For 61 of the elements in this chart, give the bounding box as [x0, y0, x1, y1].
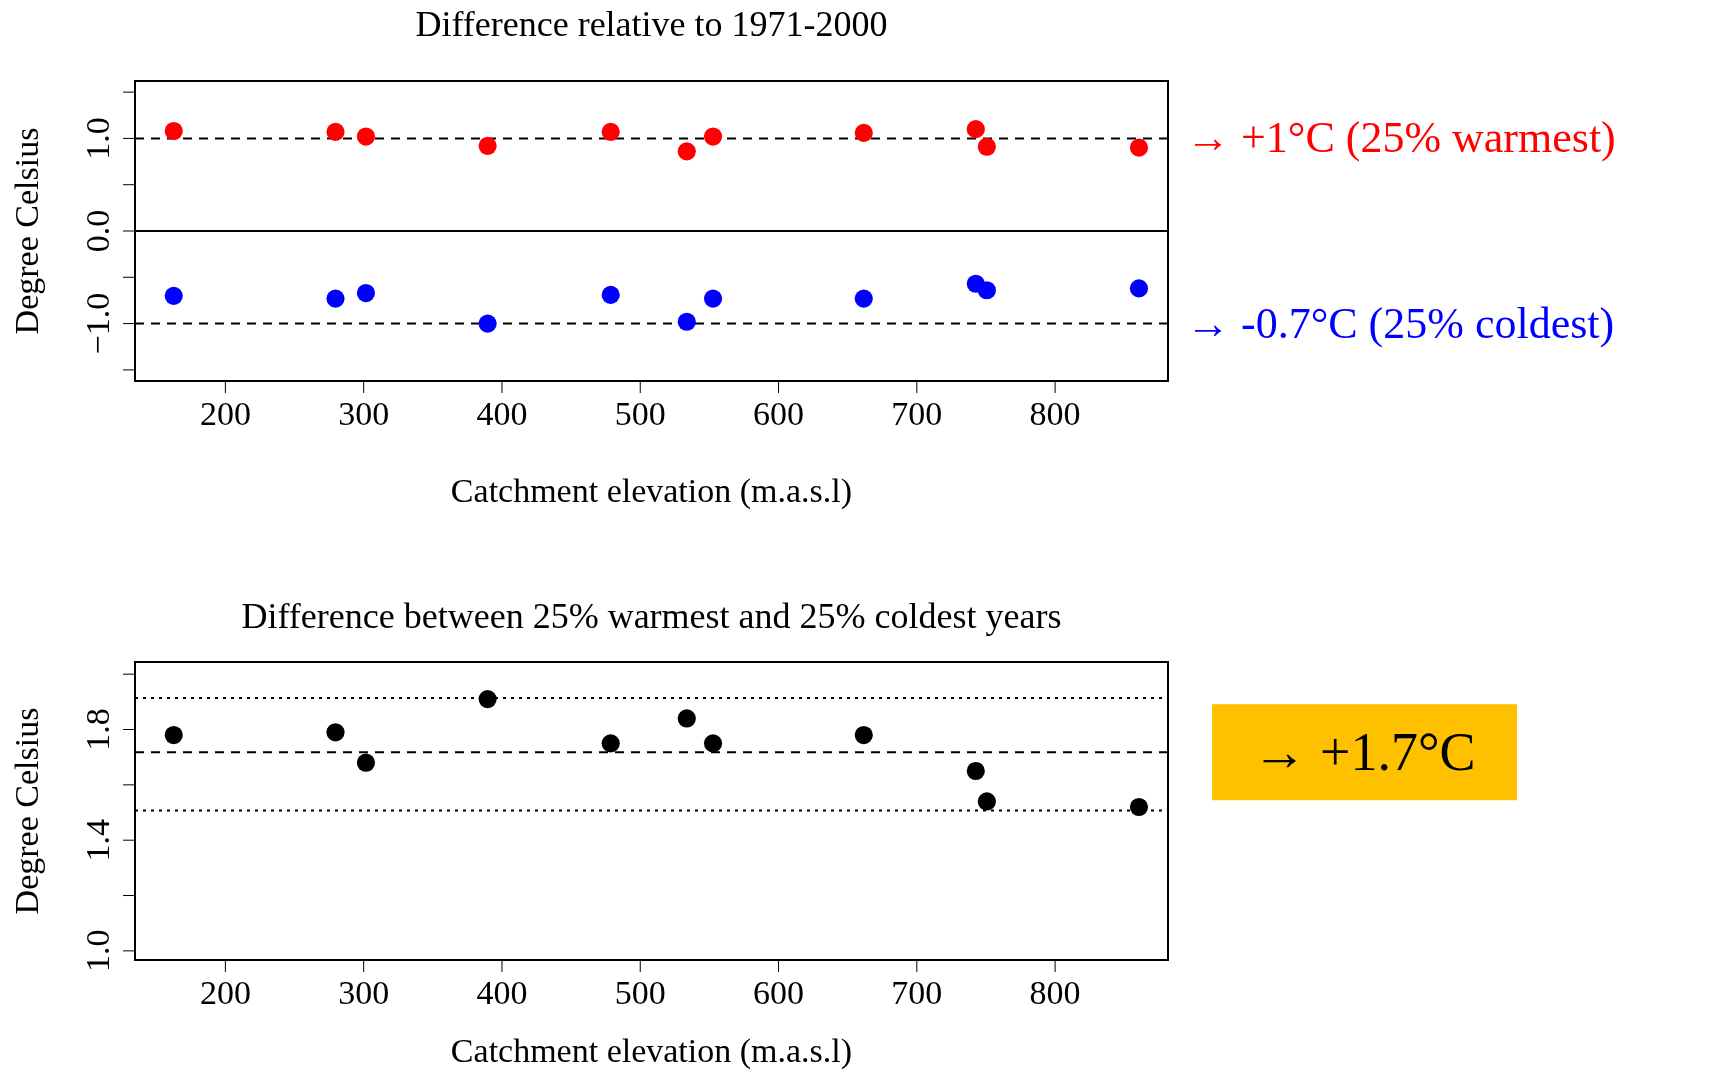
point — [703, 734, 723, 753]
x-tick-label: 700 — [891, 395, 943, 433]
point — [1129, 797, 1149, 817]
point — [601, 122, 620, 141]
point — [1129, 279, 1149, 298]
x-axis-title: Catchment elevation (m.a.s.l) — [450, 1032, 853, 1070]
y-tick-label: 1.4 — [78, 818, 116, 862]
x-tick-label: 300 — [338, 974, 390, 1012]
point — [677, 142, 696, 161]
point — [677, 312, 696, 331]
point — [677, 709, 696, 728]
point — [977, 281, 996, 300]
point — [326, 289, 345, 308]
x-tick-label: 300 — [338, 395, 390, 433]
point — [601, 734, 620, 753]
text: → +1°C (25% warmest) — [1186, 113, 1616, 163]
point — [164, 286, 183, 305]
text: → -0.7°C (25% coldest) — [1186, 298, 1615, 348]
x-tick-label: 700 — [891, 974, 943, 1012]
point — [703, 289, 723, 308]
x-tick-label: 600 — [753, 395, 805, 433]
point — [966, 120, 985, 139]
point — [326, 122, 345, 141]
x-axis-title: Catchment elevation (m.a.s.l) — [450, 472, 853, 510]
x-tick-label: 200 — [199, 395, 251, 433]
chart-title: Difference relative to 1971-2000 — [415, 4, 888, 44]
point — [977, 792, 996, 811]
point — [356, 283, 376, 303]
y-tick-label: 1.0 — [78, 117, 116, 160]
x-tick-label: 200 — [199, 974, 251, 1012]
y-tick-label: 1.0 — [78, 929, 116, 973]
x-tick-label: 400 — [476, 395, 528, 433]
point — [854, 289, 873, 308]
y-axis-title: Degree Celsius — [8, 127, 45, 335]
point — [164, 725, 183, 745]
y-tick-label: 0.0 — [78, 209, 116, 253]
point — [478, 690, 497, 709]
point — [478, 136, 497, 155]
y-tick-label: 1.8 — [78, 708, 116, 751]
x-tick-label: 500 — [614, 974, 666, 1012]
x-tick-label: 600 — [753, 974, 805, 1012]
point — [1129, 138, 1149, 157]
text: → +1.7°C — [1252, 722, 1476, 783]
point — [356, 127, 376, 146]
x-tick-label: 800 — [1029, 395, 1081, 433]
point — [356, 753, 376, 772]
point — [854, 725, 873, 745]
point — [966, 761, 985, 781]
point — [601, 285, 620, 304]
point — [326, 723, 345, 742]
point — [977, 137, 996, 156]
chart-title: Difference between 25% warmest and 25% coldest years — [241, 596, 1062, 636]
y-tick-label: −1.0 — [78, 292, 116, 355]
x-tick-label: 500 — [614, 395, 666, 433]
point — [854, 123, 873, 142]
point — [478, 314, 497, 333]
y-axis-title: Degree Celsius — [8, 707, 45, 915]
point — [164, 121, 183, 141]
point — [703, 127, 723, 146]
x-tick-label: 800 — [1029, 974, 1081, 1012]
x-tick-label: 400 — [476, 974, 528, 1012]
